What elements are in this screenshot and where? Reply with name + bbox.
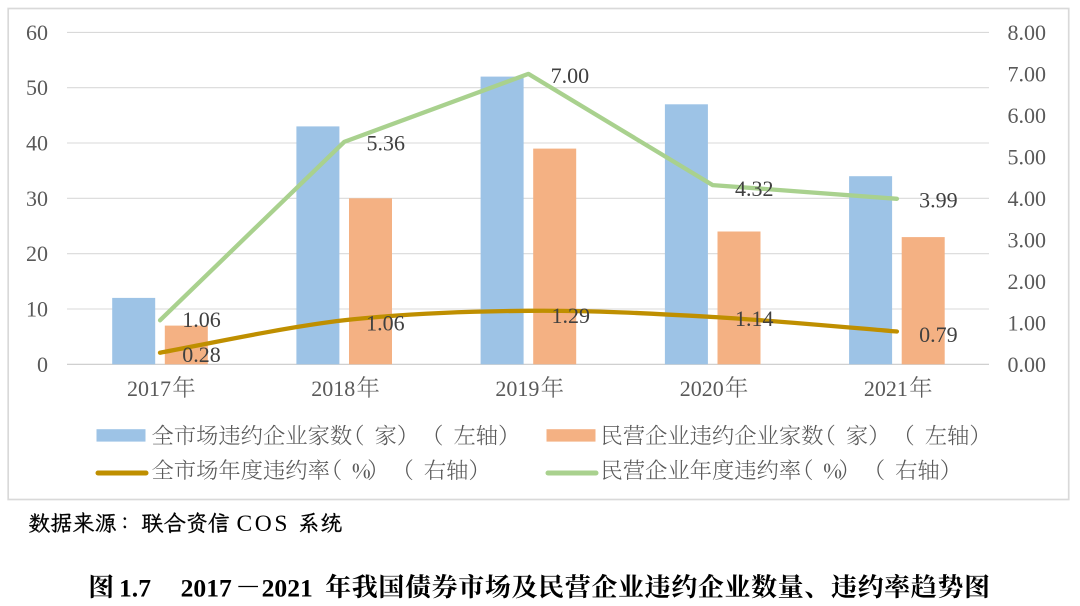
svg-text:2021: 2021 (262, 574, 313, 603)
svg-text:0.79: 0.79 (919, 322, 958, 347)
svg-text:2.00: 2.00 (1008, 269, 1047, 294)
svg-text:0: 0 (37, 352, 48, 377)
svg-text:0.00: 0.00 (1008, 352, 1047, 377)
svg-text:2020: 2020 (680, 376, 724, 401)
svg-text:1.7: 1.7 (119, 574, 151, 603)
svg-text:7.00: 7.00 (1008, 61, 1047, 86)
svg-text:3.00: 3.00 (1008, 227, 1047, 252)
svg-text:8.00: 8.00 (1008, 20, 1047, 45)
svg-text:0.28: 0.28 (182, 342, 221, 367)
svg-text:1.00: 1.00 (1008, 310, 1047, 335)
svg-text:4.00: 4.00 (1008, 186, 1047, 211)
svg-text:1.14: 1.14 (735, 306, 774, 331)
svg-text:5.36: 5.36 (366, 131, 405, 156)
svg-text:2021: 2021 (864, 376, 908, 401)
svg-text:4.32: 4.32 (735, 176, 774, 201)
svg-text:2017: 2017 (181, 574, 232, 603)
svg-text:2019: 2019 (495, 376, 539, 401)
svg-text:1.06: 1.06 (182, 307, 221, 332)
svg-text:7.00: 7.00 (551, 63, 590, 88)
svg-text:2018: 2018 (311, 376, 355, 401)
svg-text:3.99: 3.99 (919, 188, 958, 213)
svg-text:30: 30 (26, 186, 48, 211)
svg-text:1.06: 1.06 (366, 311, 405, 336)
svg-text:10: 10 (26, 297, 48, 322)
svg-text:COS: COS (237, 511, 291, 537)
svg-text:60: 60 (26, 20, 48, 45)
svg-text:1.29: 1.29 (551, 303, 590, 328)
svg-text:6.00: 6.00 (1008, 103, 1047, 128)
svg-text:20: 20 (26, 241, 48, 266)
svg-text:2017: 2017 (127, 376, 171, 401)
svg-text:40: 40 (26, 131, 48, 156)
svg-text:5.00: 5.00 (1008, 144, 1047, 169)
svg-text:50: 50 (26, 75, 48, 100)
